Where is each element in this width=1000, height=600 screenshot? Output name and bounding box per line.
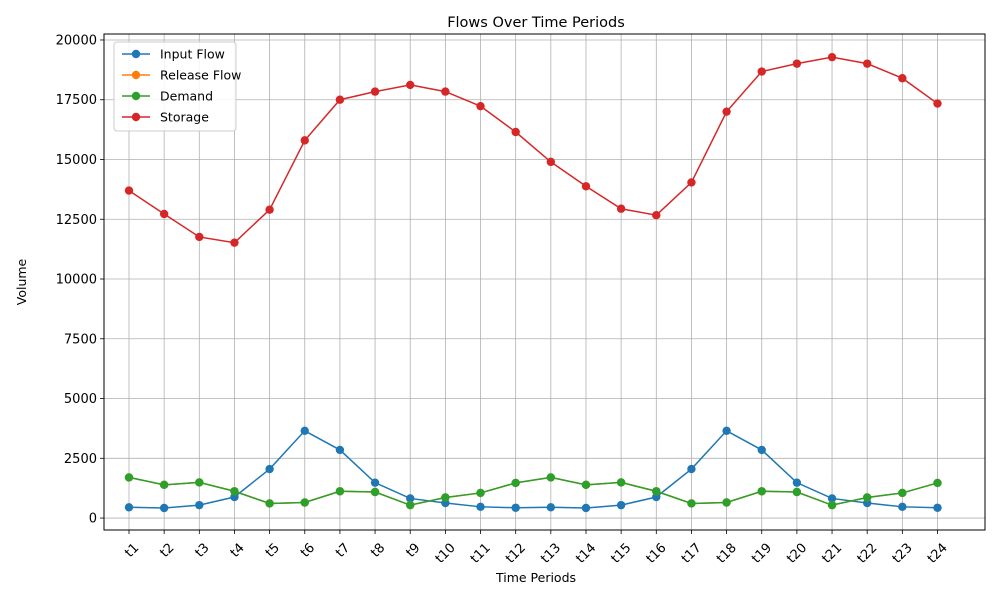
y-tick-label: 0	[89, 512, 97, 527]
legend-frame	[113, 41, 237, 132]
demand-point	[159, 480, 169, 490]
legend-storage-marker	[131, 112, 141, 122]
storage-point	[862, 59, 872, 68]
demand-point	[476, 488, 485, 498]
y-axis-title: Volume	[14, 258, 29, 305]
storage-point	[265, 205, 274, 214]
demand-point	[195, 478, 204, 487]
demand-point	[827, 500, 837, 510]
demand-point	[757, 487, 766, 496]
input-flow-point	[159, 503, 169, 513]
plot-frame	[103, 33, 986, 531]
input-flow-point	[581, 503, 591, 513]
input-flow-point	[933, 503, 942, 512]
legend-storage-label: Storage	[160, 110, 209, 125]
y-tick-label: 2500	[64, 452, 97, 467]
legend-demand-label: Demand	[160, 89, 213, 104]
demand-point	[792, 487, 802, 497]
storage-point	[441, 87, 450, 96]
storage-point	[827, 52, 837, 62]
legend-release-flow-marker	[131, 70, 141, 80]
storage-point	[722, 107, 731, 116]
storage-point	[687, 178, 696, 187]
demand-point	[230, 487, 239, 496]
demand-point	[406, 500, 415, 510]
storage-point	[300, 136, 309, 145]
input-flow-point	[792, 478, 802, 487]
y-tick-label: 5000	[64, 392, 97, 407]
input-flow-line	[128, 429, 938, 509]
input-flow-point	[300, 426, 309, 435]
storage-point	[124, 186, 134, 195]
storage-point	[195, 232, 204, 242]
legend-demand-marker	[131, 91, 141, 101]
input-flow-point	[546, 503, 556, 512]
demand-point	[722, 498, 731, 507]
input-flow-point	[476, 502, 485, 512]
storage-point	[406, 80, 415, 90]
storage-point	[933, 99, 942, 108]
storage-line	[128, 56, 938, 244]
input-flow-point	[898, 502, 907, 512]
input-flow-point	[406, 494, 415, 503]
legend-input-flow-label: Input Flow	[160, 47, 225, 62]
demand-point	[898, 488, 907, 498]
y-tick-label: 7500	[64, 332, 97, 347]
storage-point	[546, 157, 556, 167]
storage-point	[159, 209, 169, 219]
demand-point	[862, 493, 872, 502]
storage-point	[335, 95, 345, 104]
demand-point	[300, 498, 309, 507]
input-flow-point	[722, 426, 731, 435]
input-flow-point	[616, 500, 626, 510]
y-tick-label: 10000	[56, 273, 97, 288]
storage-point	[792, 59, 802, 68]
demand-point	[581, 480, 591, 490]
legend: Input Flow Release Flow Demand Storage	[113, 41, 241, 132]
demand-point	[335, 487, 345, 496]
series-lines	[124, 52, 942, 513]
input-flow-point	[265, 464, 274, 474]
demand-point	[124, 473, 134, 482]
demand-point	[546, 473, 556, 482]
y-tick-label: 12500	[56, 213, 97, 228]
input-flow-point	[335, 445, 345, 455]
demand-point	[616, 478, 626, 487]
storage-point	[757, 67, 766, 76]
demand-point	[265, 499, 274, 508]
input-flow-point	[195, 500, 204, 510]
storage-point	[652, 210, 661, 220]
storage-point	[511, 127, 520, 137]
storage-point	[898, 74, 907, 83]
storage-point	[230, 238, 239, 247]
demand-point	[933, 478, 942, 488]
input-flow-point	[687, 464, 696, 474]
chart-title: Flows Over Time Periods	[447, 15, 625, 31]
storage-point	[370, 87, 380, 96]
storage-point	[616, 204, 626, 213]
legend-input-flow-marker	[131, 49, 141, 59]
demand-point	[652, 487, 661, 496]
demand-point	[687, 499, 696, 508]
demand-point	[441, 493, 450, 502]
input-flow-point	[511, 503, 520, 512]
legend-release-flow-label: Release Flow	[160, 68, 241, 83]
input-flow-point	[124, 503, 134, 512]
input-flow-point	[827, 494, 837, 503]
input-flow-point	[757, 445, 766, 455]
storage-point	[476, 101, 485, 111]
x-axis-title: Time Periods	[495, 570, 576, 585]
y-tick-label: 17500	[56, 93, 97, 108]
y-tick-label: 20000	[56, 33, 97, 48]
demand-point	[370, 487, 380, 497]
input-flow-point	[370, 478, 380, 487]
demand-point	[511, 478, 520, 488]
demand-line	[128, 476, 938, 506]
y-tick-label: 15000	[56, 153, 97, 168]
storage-point	[581, 182, 591, 191]
